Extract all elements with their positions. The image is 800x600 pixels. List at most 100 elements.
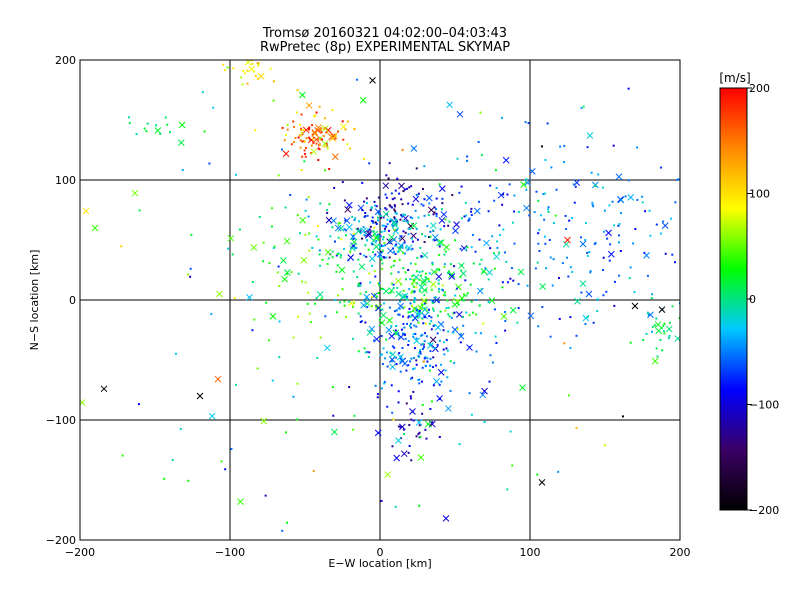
data-point-dot [388,306,391,309]
data-point-dot [272,80,275,83]
data-point-dot [251,280,254,283]
data-point-dot [363,254,366,257]
data-point-dot [378,284,381,287]
data-point-dot [425,335,428,338]
data-point-dot [441,284,444,287]
data-point-dot [462,324,465,327]
data-point-dot [121,454,124,457]
data-point-dot [382,236,385,239]
data-point-dot [655,347,658,350]
data-point-dot [517,307,520,310]
data-point-cross [661,222,669,230]
data-point-dot [340,238,343,241]
data-point-dot [409,395,412,398]
data-point-dot [552,222,555,225]
data-point-dot [673,261,676,264]
data-point-dot [408,186,411,189]
data-point-dot [383,357,386,360]
data-point-dot [424,364,427,367]
data-point-dot [428,322,431,325]
data-point-dot [407,451,410,454]
data-point-dot [393,228,396,231]
data-point-cross [343,217,351,224]
data-point-dot [297,136,300,139]
data-point-dot [414,298,417,301]
data-point-cross [397,302,404,310]
data-point-dot [407,269,410,272]
data-point-dot [421,403,424,406]
data-point-cross [631,302,639,310]
data-point-dot [334,135,337,138]
data-point-dot [536,473,539,476]
data-point-dot [459,333,462,336]
data-point-dot [402,322,405,325]
data-point-dot [512,210,515,213]
data-point-cross [376,250,384,258]
data-point-dot [432,300,435,303]
data-point-dot [355,246,358,249]
data-point-dot [432,309,435,312]
data-point-dot [510,267,513,270]
data-point-dot [542,193,545,196]
data-point-dot [543,192,546,195]
data-point-dot [429,424,432,427]
data-point-dot [416,282,419,285]
data-point-dot [336,264,339,267]
data-point-dot [479,111,482,114]
data-point-dot [411,313,414,316]
data-point-dot [383,382,386,385]
data-point-dot [613,224,616,227]
data-point-dot [609,243,612,246]
data-point-dot [290,271,293,274]
data-point-dot [376,219,379,222]
data-point-dot [394,252,397,255]
data-point-dot [311,124,314,127]
data-point-dot [421,412,424,415]
data-point-dot [404,337,407,340]
data-point-dot [535,190,538,193]
data-point-dot [363,233,366,236]
data-point-dot [527,122,530,125]
data-point-dot [361,237,364,240]
data-point-dot [424,428,427,431]
data-point-dot [230,448,233,451]
data-point-dot [670,217,673,220]
data-point-dot [493,252,496,255]
data-point-dot [365,202,368,205]
data-point-dot [404,271,407,274]
data-point-cross [424,420,432,428]
data-point-cross [299,91,306,99]
data-point-dot [310,151,313,154]
data-point-dot [447,224,450,227]
data-point-dot [488,380,491,383]
data-point-dot [496,246,499,249]
data-point-dot [414,209,417,212]
data-point-dot [495,186,498,189]
data-point-dot [299,139,302,142]
data-point-dot [491,361,494,364]
data-point-dot [226,66,229,69]
data-point-dot [314,114,317,117]
data-point-dot [547,208,550,211]
data-point-dot [347,259,350,262]
data-point-dot [526,284,529,287]
data-point-dot [447,271,450,274]
data-point-dot [393,204,396,207]
data-point-dot [443,291,446,294]
data-point-dot [333,240,336,243]
data-point-dot [427,214,430,217]
data-point-dot [456,327,459,330]
data-point-dot [411,290,414,293]
data-point-dot [421,270,424,273]
data-point-cross [574,297,581,305]
data-point-dot [409,216,412,219]
data-point-dot [438,339,441,342]
data-point-dot [357,350,360,353]
data-point-dot [296,111,299,114]
data-point-dot [534,267,537,270]
data-point-dot [636,146,639,149]
data-point-dot [385,225,388,228]
data-point-dot [352,270,355,273]
data-point-dot [633,291,636,294]
data-point-cross [486,269,493,276]
